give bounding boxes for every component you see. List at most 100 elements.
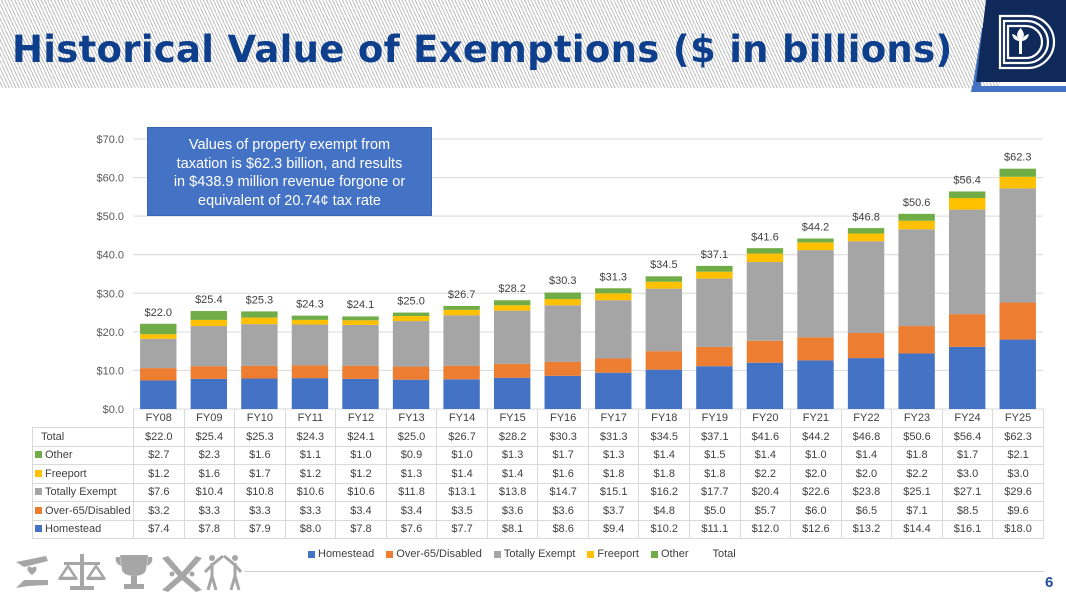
- table-cell: $1.1: [284, 445, 337, 465]
- table-cell: $10.2: [638, 519, 691, 539]
- total-labels: $22.0 $25.4 $25.3 $24.3 $24.1 $25.0 $26.7 $28.2…: [145, 152, 1032, 319]
- table-cell: $3.0: [941, 464, 994, 484]
- y-tick-label: $10.0: [96, 365, 124, 377]
- table-cell: $3.6: [537, 501, 589, 521]
- table-row-label: Other: [32, 445, 134, 465]
- callout-line: taxation is $62.3 billion, and results: [176, 155, 403, 172]
- table-cell: $2.0: [840, 464, 893, 484]
- table-cell: $2.2: [739, 464, 792, 484]
- bar-segment-over-65-disabled: [746, 340, 784, 363]
- bar-segment-freeport: [898, 220, 935, 230]
- table-cell: $1.4: [436, 464, 488, 484]
- bar-segment-other: [291, 315, 329, 320]
- table-cell: $15.1: [587, 482, 640, 502]
- table-cell: $7.1: [891, 501, 943, 521]
- table-row-label: Over-65/Disabled: [32, 501, 134, 521]
- header-hatch-pattern: [0, 0, 1000, 88]
- table-cell: $12.6: [790, 519, 842, 539]
- bar-segment-totally-exempt: [342, 324, 379, 366]
- table-cell: $2.2: [891, 464, 943, 484]
- page-number: 6: [1045, 574, 1054, 591]
- table-cell: $8.5: [941, 501, 994, 521]
- x-category-label: FY24: [941, 409, 994, 428]
- bar-stack-FY18: [645, 276, 683, 409]
- table-cell: $25.4: [183, 427, 236, 447]
- bar-segment-over-65-disabled: [544, 361, 581, 376]
- trophy-icon: [115, 555, 153, 589]
- table-cell: $5.7: [739, 501, 792, 521]
- table-cell: $3.5: [436, 501, 488, 521]
- legend-item: Over-65/Disabled: [386, 548, 482, 560]
- bar-segment-totally-exempt: [847, 241, 885, 334]
- legend-item: Totally Exempt: [493, 548, 575, 560]
- bar-segment-homestead: [291, 378, 329, 409]
- table-cell: $1.8: [891, 445, 943, 465]
- table-cell: $3.3: [284, 501, 337, 521]
- table-cell: $50.6: [891, 427, 943, 447]
- bar-stack-FY13: [392, 312, 430, 409]
- bar-segment-homestead: [898, 353, 935, 409]
- table-cell: $1.6: [234, 445, 286, 465]
- total-label: $25.3: [246, 294, 274, 306]
- bar-stack-FY12: [342, 316, 379, 409]
- table-cell: $3.4: [385, 501, 438, 521]
- legend-key-swatch: [35, 488, 42, 496]
- legend-item: Homestead: [308, 548, 374, 560]
- table-cell: $10.4: [183, 482, 236, 502]
- callout-line: equivalent of 20.74¢ tax rate: [198, 192, 381, 209]
- table-cell: $31.3: [587, 427, 640, 447]
- bar-segment-homestead: [948, 346, 986, 409]
- bar-segment-homestead: [847, 358, 885, 409]
- bar-segment-other: [847, 228, 885, 234]
- total-label: $30.3: [549, 275, 577, 287]
- bar-segment-totally-exempt: [544, 305, 581, 362]
- table-cell: $1.2: [335, 464, 387, 484]
- bar-segment-over-65-disabled: [999, 302, 1036, 340]
- table-cell: $7.6: [133, 482, 185, 502]
- bar-segment-homestead: [392, 379, 430, 409]
- table-row-label: Homestead: [32, 519, 134, 539]
- bar-segment-homestead: [544, 375, 581, 409]
- bar-segment-homestead: [999, 339, 1036, 409]
- table-cell: $16.1: [941, 519, 994, 539]
- table-cell: $7.7: [436, 519, 488, 539]
- bar-segment-freeport: [443, 309, 480, 316]
- table-cell: $7.6: [385, 519, 438, 539]
- bars: [140, 168, 1036, 409]
- bar-segment-other: [898, 213, 935, 221]
- bar-segment-other: [595, 288, 632, 294]
- table-row: Homestead $7.4 $7.8 $7.9 $8.0 $7.8 $7.6 $7.7 $8.…: [32, 519, 1044, 539]
- legend-swatch: [650, 550, 658, 558]
- table-cell: $16.2: [638, 482, 691, 502]
- x-category-label: FY16: [537, 409, 589, 428]
- bar-stack-FY16: [544, 292, 581, 409]
- bar-segment-freeport: [544, 299, 581, 306]
- bar-segment-over-65-disabled: [190, 366, 228, 379]
- table-cell: $1.3: [587, 445, 640, 465]
- table-row: Other $2.7 $2.3 $1.6 $1.1 $1.0 $0.9 $1.0 $1.3 $1.…: [32, 445, 1044, 465]
- chart-legend: Homestead Over-65/Disabled Totally Exempt F…: [308, 548, 736, 560]
- table-cell: $8.0: [284, 519, 337, 539]
- dallas-county-logo: [960, 0, 1066, 92]
- x-category-label: FY21: [790, 409, 842, 428]
- y-tick-label: $50.0: [96, 211, 124, 223]
- table-cell: $3.7: [587, 501, 640, 521]
- legend-swatch: [386, 550, 394, 558]
- bar-segment-freeport: [847, 233, 885, 242]
- legend-item: Freeport: [587, 548, 639, 560]
- x-category-label: FY18: [638, 409, 691, 428]
- bar-segment-totally-exempt: [291, 324, 329, 366]
- bar-stack-FY11: [291, 315, 329, 409]
- table-cell: $25.3: [234, 427, 286, 447]
- table-cell: $11.1: [689, 519, 741, 539]
- bar-segment-homestead: [190, 378, 228, 409]
- bar-stack-FY17: [595, 288, 632, 409]
- table-row: Total $22.0 $25.4 $25.3 $24.3 $24.1 $25.0 $26.7…: [32, 427, 1044, 447]
- bar-segment-other: [696, 265, 733, 272]
- bar-segment-freeport: [190, 319, 228, 327]
- bar-segment-over-65-disabled: [948, 314, 986, 347]
- table-cell: $1.2: [133, 464, 185, 484]
- collaboration-knot-icon: [162, 556, 202, 592]
- table-cell: $27.1: [941, 482, 994, 502]
